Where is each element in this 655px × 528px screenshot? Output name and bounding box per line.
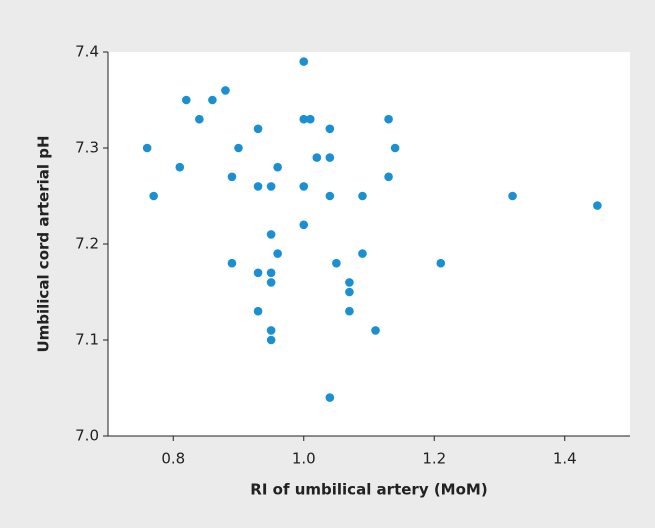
x-tick-label: 1.2 <box>422 450 446 468</box>
point <box>299 182 309 191</box>
y-tick-label: 7.1 <box>75 331 99 349</box>
y-tick-label: 7.3 <box>75 139 99 157</box>
point <box>358 191 367 201</box>
point <box>384 114 393 124</box>
point <box>266 230 276 239</box>
point <box>390 143 400 153</box>
plot-area <box>108 52 630 436</box>
point <box>266 335 276 345</box>
point <box>299 57 309 66</box>
point <box>508 191 517 201</box>
point <box>593 201 602 210</box>
point <box>266 278 276 287</box>
point <box>325 153 335 162</box>
point <box>345 287 354 297</box>
point <box>299 114 309 124</box>
point <box>273 162 282 172</box>
point <box>175 162 185 172</box>
point <box>227 258 237 268</box>
point <box>345 306 354 316</box>
point <box>195 114 204 124</box>
point <box>371 326 380 335</box>
y-tick-label: 7.2 <box>75 235 99 253</box>
point <box>325 191 335 201</box>
x-tick-label: 1.0 <box>292 450 316 468</box>
point <box>345 278 354 287</box>
point <box>325 124 335 134</box>
point <box>227 172 237 182</box>
x-axis-label: RI of umbilical artery (MoM) <box>250 481 487 499</box>
point <box>253 268 263 278</box>
point <box>234 143 243 153</box>
point <box>266 326 276 335</box>
point <box>358 249 367 258</box>
point <box>312 153 322 162</box>
point <box>384 172 393 182</box>
x-tick-label: 1.4 <box>553 450 577 468</box>
point <box>436 258 446 268</box>
point <box>208 95 217 105</box>
y-tick-label: 7.4 <box>75 43 99 61</box>
y-axis-label: Umbilical cord arterial pH <box>35 135 53 352</box>
point <box>253 182 263 191</box>
x-tick-label: 0.8 <box>161 450 185 468</box>
point <box>299 220 309 230</box>
point <box>332 258 341 268</box>
point <box>253 124 263 134</box>
point <box>266 182 276 191</box>
point <box>325 393 335 402</box>
point <box>273 249 282 258</box>
point <box>149 191 158 201</box>
y-tick-label: 7.0 <box>75 427 99 445</box>
point <box>221 86 230 95</box>
point <box>305 114 315 124</box>
point <box>182 95 191 105</box>
point <box>266 268 276 278</box>
point <box>253 306 263 316</box>
point <box>142 143 152 153</box>
